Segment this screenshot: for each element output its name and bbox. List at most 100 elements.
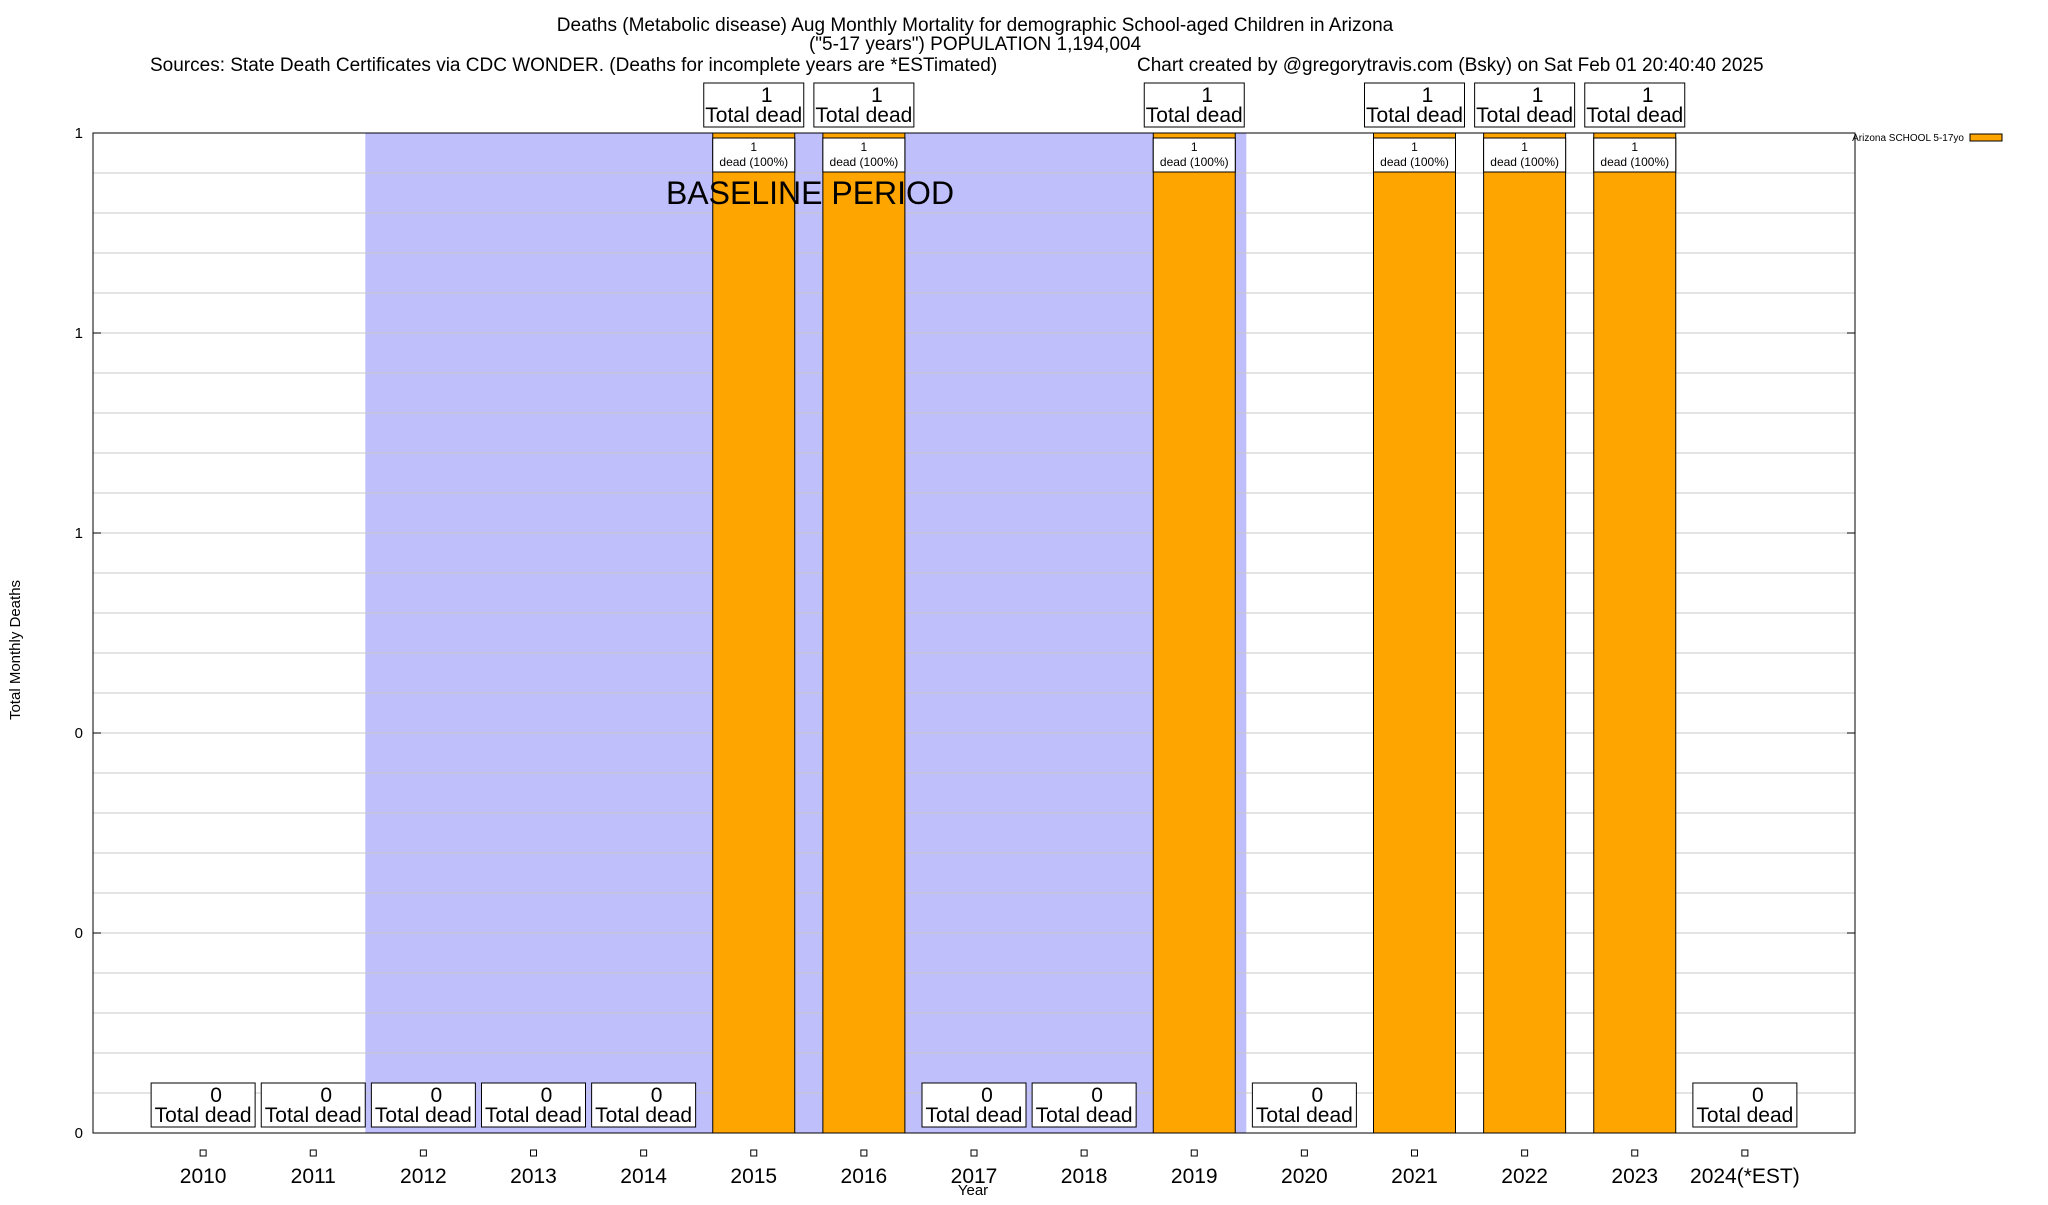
total-value: 0 (1091, 1084, 1103, 1107)
total-value: 0 (320, 1084, 332, 1107)
bar-percent-label: dead (100%) (1490, 155, 1559, 169)
x-tick-label: 2020 (1281, 1165, 1328, 1188)
x-tick-label: 2011 (291, 1165, 336, 1188)
x-tick-marker (309, 1149, 317, 1157)
bar-value-label: 1 (1191, 140, 1198, 154)
total-box (813, 82, 915, 128)
x-tick-label: 2023 (1611, 1165, 1658, 1188)
x-tick-label: 2024(*EST) (1690, 1165, 1800, 1188)
total-label: Total dead (155, 1104, 252, 1127)
total-box (370, 1082, 476, 1128)
x-tick-marker (640, 1149, 648, 1157)
total-box (150, 1082, 256, 1128)
x-tick-marker (419, 1149, 427, 1157)
total-value: 0 (431, 1084, 443, 1107)
baseline-period-label: BASELINE PERIOD (666, 175, 954, 211)
total-box (481, 1082, 586, 1128)
bar-percent-label: dead (100%) (1380, 155, 1449, 169)
x-tick-marker (970, 1149, 978, 1157)
x-tick-label: 2014 (620, 1165, 667, 1188)
bar-value-label: 1 (1521, 140, 1528, 154)
bar-percent-label: dead (100%) (1160, 155, 1229, 169)
total-label: Total dead (1476, 104, 1573, 127)
bar (1152, 132, 1236, 1134)
y-tick-label: 0 (75, 925, 83, 942)
bar (1373, 132, 1456, 1134)
total-label: Total dead (1696, 1104, 1793, 1127)
total-box (1584, 82, 1686, 128)
x-tick-label: 2017 (951, 1165, 998, 1188)
bar (712, 132, 796, 1134)
bar-value-box (1373, 137, 1456, 173)
total-value: 0 (541, 1084, 553, 1107)
total-value: 1 (1422, 84, 1434, 107)
bar (1483, 132, 1567, 1134)
x-tick-marker (750, 1149, 758, 1157)
bar (822, 132, 906, 1134)
total-value: 1 (1642, 84, 1654, 107)
bar (1593, 132, 1677, 1134)
bar-value-label: 1 (861, 140, 868, 154)
x-tick-label: 2016 (841, 1165, 888, 1188)
total-box (260, 1082, 366, 1128)
total-value: 1 (1532, 84, 1544, 107)
total-box (591, 1082, 697, 1128)
bar-value-box (1483, 137, 1567, 173)
y-axis-label: Total Monthly Deaths (7, 580, 24, 720)
total-value: 0 (210, 1084, 222, 1107)
total-value: 0 (1752, 1084, 1764, 1107)
bar-value-box (1593, 137, 1677, 173)
y-tick-label: 1 (75, 325, 83, 342)
x-tick-label: 2021 (1391, 1165, 1438, 1188)
bar-value-box (822, 137, 906, 173)
total-value: 0 (981, 1084, 993, 1107)
x-tick-label: 2010 (180, 1165, 227, 1188)
chart-sources: Sources: State Death Certificates via CD… (150, 55, 997, 76)
baseline-period-band (365, 133, 1247, 1133)
bar-value-label: 1 (1411, 140, 1418, 154)
x-tick-marker (1741, 1149, 1749, 1157)
y-tick-label: 1 (75, 525, 83, 542)
x-tick-marker (1300, 1149, 1308, 1157)
total-value: 0 (651, 1084, 663, 1107)
bar-value-label: 1 (750, 140, 757, 154)
bar-percent-label: dead (100%) (830, 155, 899, 169)
total-label: Total dead (485, 1104, 582, 1127)
total-box (1031, 1082, 1137, 1128)
bar-value-box (1152, 137, 1236, 173)
total-label: Total dead (1366, 104, 1463, 127)
x-tick-marker (860, 1149, 868, 1157)
chart-title: Deaths (Metabolic disease) Aug Monthly M… (557, 15, 1394, 36)
x-tick-marker (199, 1149, 207, 1157)
total-label: Total dead (1586, 104, 1683, 127)
total-label: Total dead (815, 104, 912, 127)
x-tick-label: 2015 (730, 1165, 777, 1188)
bar-value-box (712, 137, 796, 173)
y-tick-label: 0 (75, 725, 83, 742)
total-value: 0 (1312, 1084, 1324, 1107)
x-tick-marker (1411, 1149, 1418, 1157)
y-tick-label: 0 (75, 1125, 83, 1142)
total-value: 1 (871, 84, 883, 107)
total-label: Total dead (1256, 1104, 1353, 1127)
total-label: Total dead (375, 1104, 472, 1127)
x-tick-marker (530, 1149, 537, 1157)
bar-value-label: 1 (1631, 140, 1638, 154)
total-box (921, 1082, 1027, 1128)
total-box (1251, 1082, 1357, 1128)
x-tick-marker (1080, 1149, 1088, 1157)
x-axis-label: Year (958, 1182, 988, 1199)
y-tick-label: 1 (75, 125, 83, 142)
total-label: Total dead (926, 1104, 1023, 1127)
total-box (1474, 82, 1576, 128)
total-box (1364, 82, 1465, 128)
legend-entry-label: Arizona SCHOOL 5-17yo (1852, 133, 1964, 144)
total-value: 1 (761, 84, 773, 107)
legend-swatch (1969, 133, 2003, 142)
x-tick-label: 2018 (1061, 1165, 1108, 1188)
x-tick-label: 2013 (510, 1165, 557, 1188)
x-tick-label: 2019 (1171, 1165, 1218, 1188)
total-label: Total dead (1036, 1104, 1133, 1127)
total-label: Total dead (595, 1104, 692, 1127)
